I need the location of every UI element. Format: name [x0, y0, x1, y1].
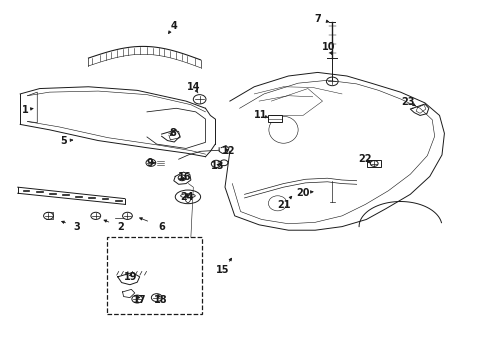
Text: 7: 7: [314, 14, 320, 24]
Text: 20: 20: [296, 188, 309, 198]
Text: 23: 23: [401, 97, 414, 107]
Bar: [366, 159, 380, 167]
Text: 6: 6: [158, 222, 164, 231]
Text: 11: 11: [253, 111, 267, 121]
Text: 14: 14: [186, 82, 200, 92]
Bar: [267, 116, 281, 122]
Text: 17: 17: [133, 295, 146, 305]
Text: 9: 9: [146, 158, 153, 168]
Text: 19: 19: [123, 272, 137, 282]
Text: 22: 22: [358, 154, 371, 164]
Text: 1: 1: [21, 105, 28, 115]
Text: 16: 16: [178, 172, 191, 182]
Text: 21: 21: [276, 200, 290, 210]
Text: 4: 4: [170, 21, 177, 31]
Text: 8: 8: [168, 129, 175, 138]
Text: 18: 18: [154, 295, 167, 305]
Text: 5: 5: [61, 136, 67, 145]
Text: 10: 10: [321, 42, 334, 52]
Bar: [107, 237, 202, 315]
Text: 2: 2: [117, 222, 123, 231]
Text: 12: 12: [222, 146, 235, 156]
Text: 24: 24: [180, 192, 193, 202]
Text: 3: 3: [73, 222, 80, 231]
Text: 15: 15: [215, 265, 229, 275]
Text: 13: 13: [210, 161, 224, 171]
